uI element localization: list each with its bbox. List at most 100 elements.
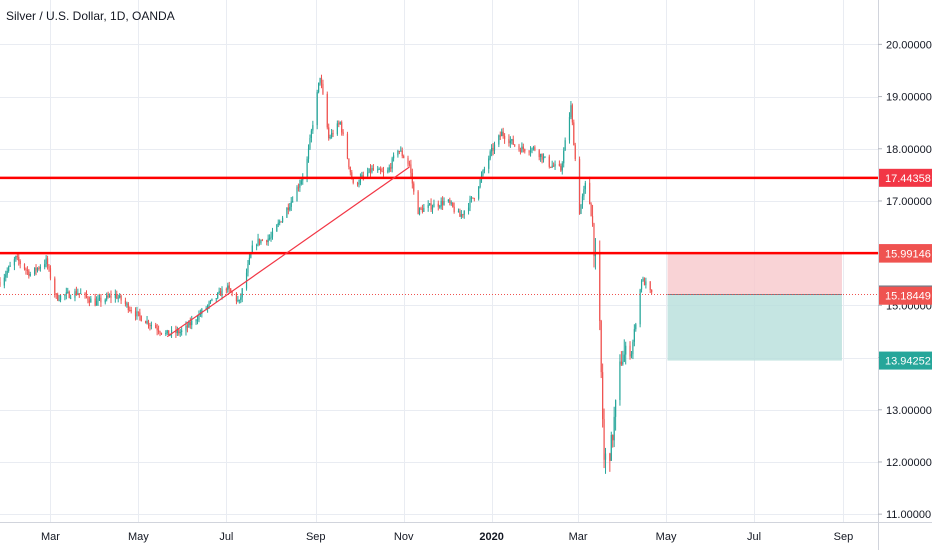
candle-body — [407, 157, 409, 164]
candle-body — [58, 299, 60, 301]
candle-body — [241, 288, 243, 298]
candle-body — [457, 211, 460, 213]
candle-body — [300, 180, 302, 185]
candle-body — [15, 256, 17, 260]
candle-body — [590, 203, 592, 217]
candle-body — [427, 204, 429, 208]
candle-body — [620, 361, 622, 365]
candle-body — [602, 372, 604, 420]
candle-body — [322, 83, 324, 94]
candle-body — [217, 293, 219, 299]
candle-body — [433, 203, 435, 208]
candle-body — [472, 197, 474, 199]
candle-body — [155, 325, 157, 329]
candle-body — [443, 201, 445, 205]
candle-body — [287, 207, 289, 210]
time-tick-label: May — [128, 531, 149, 543]
candle-body — [16, 256, 18, 258]
candle-body — [18, 256, 20, 261]
candle-body — [191, 320, 193, 326]
candle-body — [108, 295, 111, 297]
candle-body — [623, 354, 625, 362]
candle-body — [201, 309, 203, 314]
candle-body — [336, 123, 338, 135]
candle-body — [120, 295, 122, 301]
candle-body — [341, 122, 343, 133]
candle-body — [28, 270, 30, 276]
candle-body — [470, 197, 473, 200]
candle-body — [199, 313, 201, 315]
price-tick-label: 19.00000 — [886, 92, 932, 104]
candle-body — [90, 298, 92, 303]
candle-body — [339, 122, 341, 124]
candle-body — [29, 273, 31, 276]
candle-body — [338, 123, 340, 125]
candle-body — [352, 179, 354, 183]
candle-body — [215, 298, 217, 300]
candle-body — [342, 132, 344, 134]
candle-body — [188, 322, 190, 328]
candle-body — [170, 330, 173, 335]
candle-body — [633, 329, 635, 342]
time-tick-label: Nov — [394, 531, 414, 543]
candle-body — [540, 153, 542, 158]
candle-body — [358, 182, 360, 185]
price-labels: 17.4435816.0005215.9914615.2091415.18449… — [879, 168, 932, 370]
candle-body — [309, 138, 311, 149]
candle-body — [408, 163, 411, 165]
trendline — [166, 166, 410, 338]
candle-body — [46, 258, 49, 267]
candle-body — [568, 117, 571, 141]
time-tick-label: Sep — [306, 531, 326, 543]
candle-body — [368, 168, 370, 173]
candle-body — [521, 146, 523, 153]
candle-body — [38, 268, 40, 270]
candle-body — [6, 270, 8, 275]
candle-body — [388, 167, 390, 171]
candle-body — [459, 211, 461, 217]
candle-body — [330, 132, 333, 138]
candle-body — [328, 127, 330, 139]
candle-body — [248, 257, 251, 265]
candle-body — [599, 252, 601, 322]
candle-body — [218, 291, 220, 294]
candle-body — [398, 150, 400, 152]
candle-body — [290, 201, 292, 207]
candle-body — [640, 281, 643, 290]
candle-body — [3, 277, 5, 286]
price-tick-label: 11.00000 — [886, 509, 931, 521]
candle-body — [271, 231, 274, 237]
candle-body — [25, 269, 27, 271]
candle-body — [221, 289, 223, 296]
candle-body — [551, 165, 553, 168]
candle-body — [635, 324, 637, 330]
candle-body — [514, 144, 516, 146]
candle-body — [593, 223, 595, 257]
time-tick-label: 2020 — [479, 531, 503, 543]
candle-body — [403, 156, 405, 158]
candle-body — [258, 238, 261, 244]
candle-body — [442, 200, 444, 205]
candle-body — [292, 201, 294, 203]
candle-body — [209, 300, 212, 303]
candle-body — [261, 240, 263, 242]
candle-body — [450, 202, 452, 204]
candle-body — [157, 330, 160, 332]
candle-body — [279, 221, 281, 223]
candle-body — [286, 207, 288, 218]
candle-body — [629, 345, 631, 357]
candle-body — [522, 146, 524, 150]
candle-body — [532, 147, 535, 149]
candle-body — [186, 325, 189, 328]
candles — [0, 74, 653, 474]
price-label-badge — [879, 244, 932, 263]
candle-body — [196, 319, 199, 321]
candle-body — [240, 297, 242, 300]
candle-body — [630, 354, 633, 357]
price-label-text: 13.94252 — [885, 356, 931, 368]
candle-body — [140, 316, 142, 322]
candle-body — [65, 292, 67, 295]
candle-body — [250, 253, 252, 258]
candle-body — [349, 166, 351, 173]
